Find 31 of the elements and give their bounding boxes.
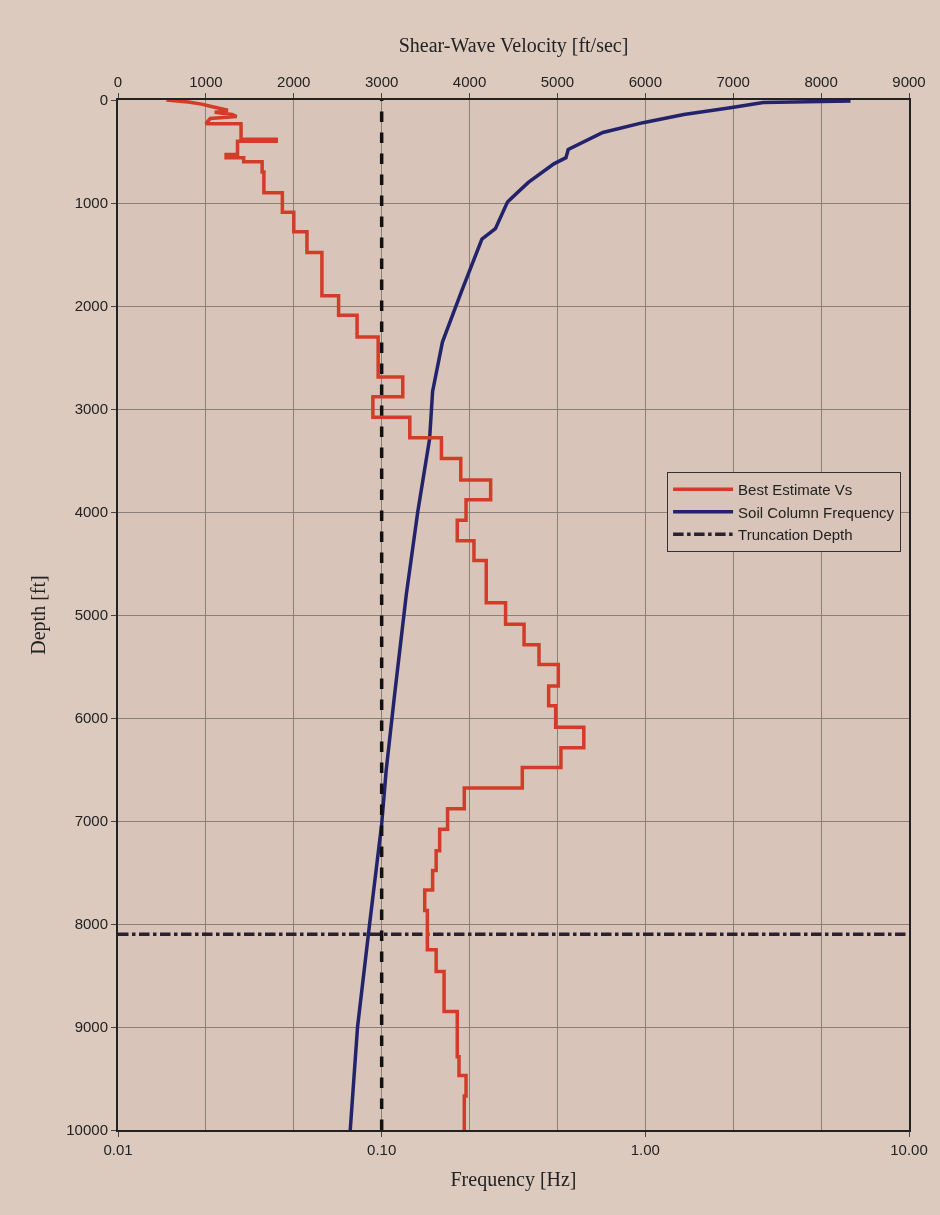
x2-tick-label: 6000 — [628, 73, 663, 90]
y-tick-label: 7000 — [74, 812, 108, 830]
legend-label: Best Estimate Vs — [738, 481, 853, 499]
y-tick-label: 10000 — [66, 1121, 108, 1139]
x-tick-label: 1.00 — [630, 1141, 660, 1158]
x-axis-title: Frequency [Hz] — [450, 1168, 577, 1191]
x2-tick-label: 9000 — [892, 73, 926, 90]
x-tick-label: 10.00 — [890, 1141, 928, 1158]
y-tick-label: 5000 — [74, 606, 108, 624]
x2-tick-label: 4000 — [452, 73, 487, 90]
x-tick-label: 0.10 — [367, 1141, 397, 1158]
legend-label: Soil Column Frequency — [738, 503, 895, 521]
x2-axis-title: Shear-Wave Velocity [ft/sec] — [398, 34, 629, 57]
x2-tick-label: 3000 — [364, 73, 399, 90]
legend-label: Truncation Depth — [738, 526, 853, 544]
x2-tick-label: 8000 — [804, 73, 838, 90]
y-tick-label: 4000 — [74, 503, 108, 521]
x2-tick-label: 7000 — [716, 73, 750, 90]
y-tick-label: 8000 — [74, 915, 108, 933]
y-tick-label: 6000 — [74, 709, 108, 727]
y-axis-title: Depth [ft] — [27, 575, 51, 655]
y-tick-label: 3000 — [74, 400, 108, 418]
y-tick-label: 1000 — [74, 194, 108, 212]
x2-tick-label: 1000 — [189, 73, 223, 90]
x2-tick-label: 5000 — [540, 73, 575, 90]
y-tick-label: 2000 — [74, 297, 108, 315]
x2-tick-label: 2000 — [277, 73, 311, 90]
x-tick-label: 0.01 — [103, 1141, 133, 1158]
y-tick-label: 0 — [99, 91, 108, 109]
x2-tick-label: 0 — [113, 73, 123, 90]
y-tick-label: 9000 — [74, 1018, 108, 1036]
